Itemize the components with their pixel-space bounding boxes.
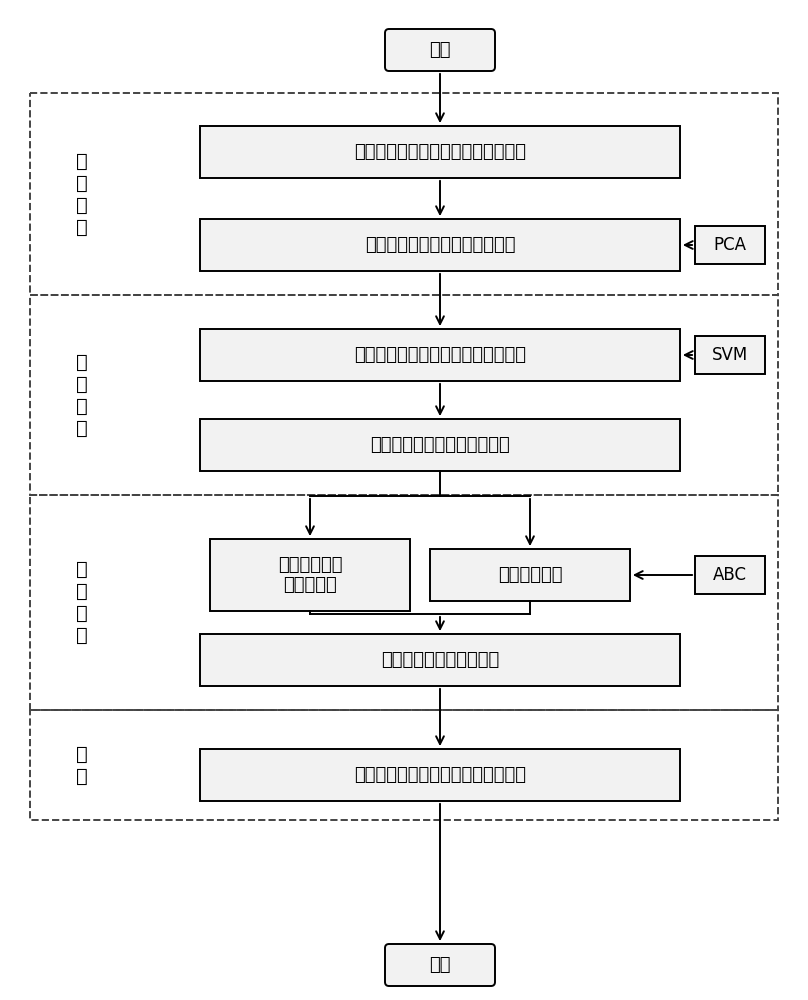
Text: 模
型
优
化: 模 型 优 化 <box>76 560 88 645</box>
Text: 数
据
准
备: 数 据 准 备 <box>76 151 88 236</box>
Bar <box>30 93 778 295</box>
Text: 获取待预测的海底原油管道腐蚀速率: 获取待预测的海底原油管道腐蚀速率 <box>354 766 526 784</box>
Text: SVM: SVM <box>712 346 748 364</box>
Bar <box>210 539 410 611</box>
Text: 应
用: 应 用 <box>76 744 88 786</box>
Bar <box>695 336 765 374</box>
Bar <box>200 126 680 178</box>
Bar <box>200 749 680 801</box>
Bar <box>200 419 680 471</box>
Text: 建立海底原油管道腐蚀指标体系: 建立海底原油管道腐蚀指标体系 <box>364 236 516 254</box>
Text: 优化模型参数: 优化模型参数 <box>498 566 562 584</box>
Text: 划分训练样本集与测试样本集: 划分训练样本集与测试样本集 <box>370 436 510 454</box>
Text: 构建海底原油管道腐蚀速率预测模型: 构建海底原油管道腐蚀速率预测模型 <box>354 346 526 364</box>
Text: 定义系统，收集管道内腐蚀检测数据: 定义系统，收集管道内腐蚀检测数据 <box>354 143 526 161</box>
Bar <box>200 329 680 381</box>
Text: 应用测试样本集评估模型: 应用测试样本集评估模型 <box>381 651 499 669</box>
Bar <box>30 710 778 820</box>
Bar <box>30 495 778 710</box>
Bar <box>695 556 765 594</box>
FancyBboxPatch shape <box>385 944 495 986</box>
Bar <box>695 226 765 264</box>
FancyBboxPatch shape <box>385 29 495 71</box>
Text: ABC: ABC <box>713 566 747 584</box>
Bar <box>430 549 630 601</box>
Text: 结束: 结束 <box>429 956 451 974</box>
Bar <box>30 295 778 495</box>
Bar <box>200 219 680 271</box>
Text: 利用训练样本
集训练模型: 利用训练样本 集训练模型 <box>278 556 343 594</box>
Bar <box>200 634 680 686</box>
Text: PCA: PCA <box>713 236 747 254</box>
Text: 开始: 开始 <box>429 41 451 59</box>
Text: 模
型
构
建: 模 型 构 建 <box>76 353 88 438</box>
